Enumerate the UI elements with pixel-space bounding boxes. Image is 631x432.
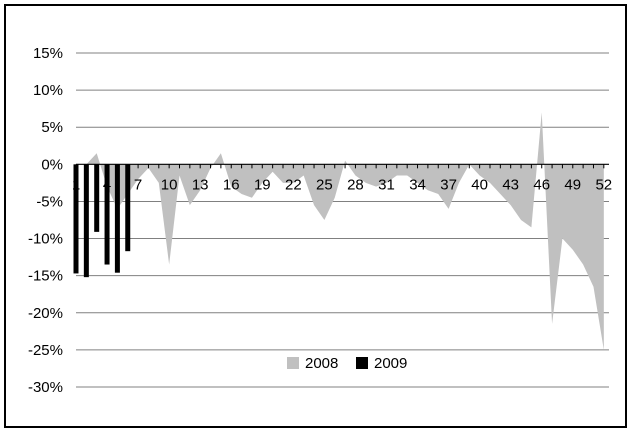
series-2009-bar — [94, 164, 100, 232]
y-tick-label: -25% — [28, 342, 63, 359]
x-tick-label: 40 — [471, 176, 488, 193]
y-tick-label: -5% — [36, 193, 63, 210]
series-2009-bar — [114, 164, 120, 273]
y-tick-label: 15% — [33, 45, 63, 62]
y-tick-label: 0% — [41, 156, 63, 173]
x-tick-label: 1 — [72, 176, 80, 193]
x-tick-label: 34 — [409, 176, 426, 193]
x-tick-label: 19 — [254, 176, 271, 193]
series-2009-bar — [125, 164, 131, 252]
series-2008-area — [76, 112, 604, 350]
x-tick-label: 52 — [595, 176, 612, 193]
legend: 2008 2009 — [287, 355, 407, 372]
y-tick-label: 10% — [33, 82, 63, 99]
x-tick-label: 13 — [192, 176, 209, 193]
x-tick-label: 43 — [502, 176, 519, 193]
legend-swatch-2009 — [356, 357, 368, 369]
y-tick-label: -15% — [28, 268, 63, 285]
x-tick-label: 22 — [285, 176, 302, 193]
x-tick-label: 28 — [347, 176, 364, 193]
legend-swatch-2008 — [287, 357, 299, 369]
x-tick-label: 25 — [316, 176, 333, 193]
series-2008-area-layer — [76, 112, 604, 350]
y-tick-label: -20% — [28, 305, 63, 322]
axes: 15% 10% 5% 0% -5% -10% -15% -20% -25% -30% 1 4 7 10 13… — [28, 45, 612, 396]
legend-label-2008: 2008 — [305, 355, 338, 372]
x-tick-label: 49 — [564, 176, 581, 193]
chart-container: 15% 10% 5% 0% -5% -10% -15% -20% -25% -30% 1 4 7 10 13… — [4, 4, 627, 428]
x-tick-label: 46 — [533, 176, 550, 193]
y-tick-label: -10% — [28, 231, 63, 248]
x-tick-label: 10 — [161, 176, 178, 193]
x-tick-label: 16 — [223, 176, 240, 193]
series-2009-bar — [104, 164, 110, 265]
series-2009-bar-layer — [73, 164, 131, 278]
series-2009-bar — [83, 164, 89, 278]
legend-label-2009: 2009 — [374, 355, 407, 372]
series-2009-bar — [73, 164, 79, 274]
y-tick-label: -30% — [28, 379, 63, 396]
y-tick-label: 5% — [41, 119, 63, 136]
chart-svg: 15% 10% 5% 0% -5% -10% -15% -20% -25% -30% 1 4 7 10 13… — [28, 45, 612, 396]
x-tick-label: 31 — [378, 176, 395, 193]
x-tick-label: 4 — [103, 176, 111, 193]
x-tick-label: 7 — [134, 176, 142, 193]
x-tick-label: 37 — [440, 176, 457, 193]
